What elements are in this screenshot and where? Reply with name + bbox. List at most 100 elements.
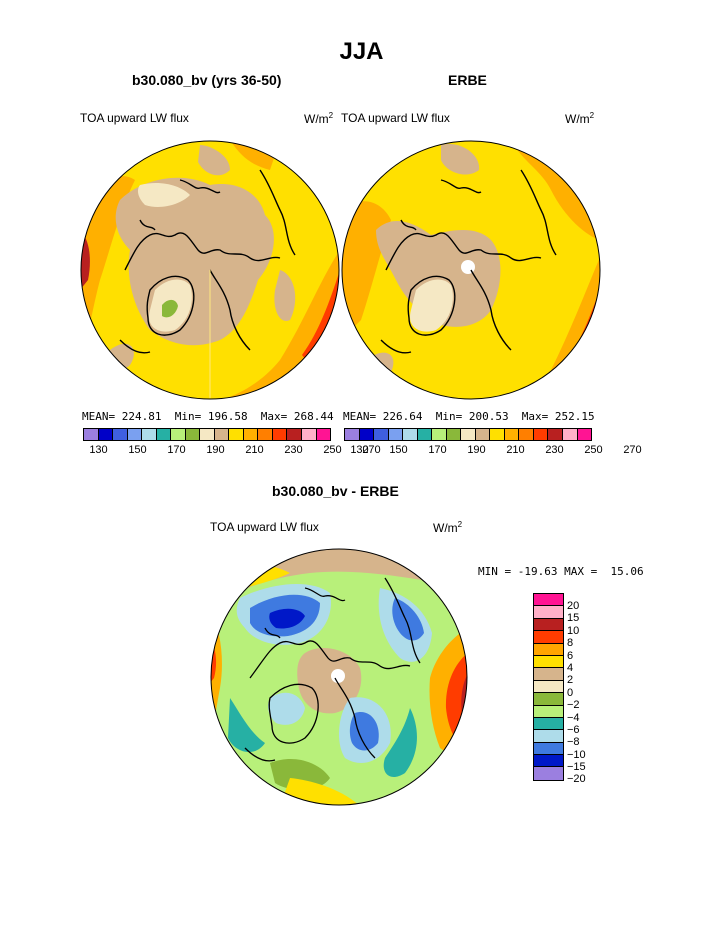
colorbar-swatch [534,643,563,656]
colorbar-swatch [200,429,215,440]
panel1-colorbar-labels: 130 150 170 190 210 230 250 270 [79,444,391,456]
panel2-variable-label: TOA upward LW flux [341,111,450,125]
coastlines [380,169,557,354]
map-region-green [162,299,178,318]
colorbar-tick-label: 150 [128,444,147,456]
colorbar-tick-label: −2 [567,699,580,712]
colorbar-tick-label: −4 [567,711,580,724]
colorbar-tick-label: 15 [567,612,580,625]
map-region-blue-s [349,712,379,751]
colorbar-swatch [534,655,563,669]
panel3-stats: MIN = -19.63 MAX = 15.06 [478,565,644,578]
colorbar-swatch [534,705,563,718]
panel2-colorbar-labels: 130 150 170 190 210 230 250 270 [340,444,652,456]
colorbar-swatch [388,429,404,440]
map-region-tan-center [297,648,362,714]
colorbar-swatch [403,429,418,440]
map-region-teal-w [228,698,265,753]
colorbar-swatch [519,429,534,440]
colorbar-tick-label: 210 [245,444,264,456]
panel3-variable-label: TOA upward LW flux [210,520,319,534]
colorbar-swatch [534,767,563,780]
pole-hole [331,669,345,683]
colorbar-swatch [374,429,389,440]
colorbar-swatch [214,429,230,440]
map-region-orange [81,176,135,360]
map-region-cream [137,183,190,207]
map-border [341,140,601,400]
map-region-tan-n [441,144,480,175]
colorbar-tick-label: 20 [567,600,580,612]
panel2-colorbar [344,428,592,441]
colorbar-swatch [229,429,244,440]
colorbar-tick-label: 6 [567,649,574,662]
colorbar-swatch [258,429,273,440]
panel1-title: b30.080_bv (yrs 36-50) [132,72,282,88]
panel3-units: W/m2 [433,520,463,535]
colorbar-swatch [534,606,563,619]
colorbar-tick-label: 270 [362,444,381,456]
colorbar-swatch [84,429,99,440]
map-region-darkblue-nw [269,608,305,629]
colorbar-swatch [171,429,186,440]
colorbar-swatch [534,631,563,644]
colorbar-swatch [461,429,476,440]
panel2-title: ERBE [448,72,487,88]
colorbar-tick-label: −8 [567,736,580,749]
colorbar-swatch [287,429,302,440]
colorbar-swatch [301,429,317,440]
colorbar-swatch [534,717,563,731]
colorbar-tick-label: 250 [323,444,342,456]
colorbar-swatch [490,429,505,440]
colorbar-tick-label: −6 [567,723,580,736]
colorbar-tick-label: 0 [567,686,574,699]
panel3-title: b30.080_bv - ERBE [272,483,399,499]
colorbar-swatch [533,429,549,440]
map-region-tan-sw [366,352,394,379]
colorbar-tick-label: 130 [350,444,369,456]
colorbar-swatch [534,668,563,681]
colorbar-tick-label: 190 [206,444,225,456]
colorbar-swatch [417,429,433,440]
panel3-polar-map [210,548,468,806]
colorbar-swatch [534,680,563,694]
colorbar-swatch [548,429,563,440]
colorbar-tick-label: −15 [567,761,586,774]
colorbar-tick-label: 150 [389,444,408,456]
panel1-colorbar [83,428,331,441]
colorbar-tick-label: 8 [567,637,574,650]
colorbar-tick-label: 230 [284,444,303,456]
colorbar-swatch [272,429,288,440]
panel1-stats: MEAN= 224.81 Min= 196.58 Max= 268.44 [82,410,334,423]
colorbar-tick-label: −10 [567,748,586,761]
map-border [80,140,340,400]
map-region-tan-arctic [376,220,501,327]
panel3-colorbar [533,593,564,781]
colorbar-swatch [98,429,114,440]
colorbar-swatch [446,429,462,440]
colorbar-tick-label: 210 [506,444,525,456]
panel1-polar-map [80,140,340,400]
panel2-stats: MEAN= 226.64 Min= 200.53 Max= 252.15 [343,410,595,423]
panel2-units: W/m2 [565,111,595,126]
colorbar-swatch [534,742,563,756]
pole-hole [461,260,475,274]
colorbar-tick-label: 4 [567,661,574,674]
colorbar-swatch [156,429,172,440]
map-region-tan-n [198,145,230,176]
colorbar-swatch [534,618,563,632]
colorbar-tick-label: 170 [167,444,186,456]
colorbar-swatch [534,693,563,706]
map-region-cream-greenland [410,279,453,332]
panel3-colorbar-labels: 20 15 10 8 6 4 2 0 −2 −4 −6 −8 −10 −15 −20 [567,600,586,786]
map-region-green-s [270,758,330,790]
colorbar-swatch [243,429,259,440]
map-region-tan-e [274,270,296,321]
panel1-units: W/m2 [304,111,334,126]
colorbar-swatch [534,730,563,743]
colorbar-tick-label: 230 [545,444,564,456]
colorbar-swatch [432,429,447,440]
colorbar-swatch [534,755,563,768]
colorbar-tick-label: 170 [428,444,447,456]
colorbar-swatch [185,429,201,440]
